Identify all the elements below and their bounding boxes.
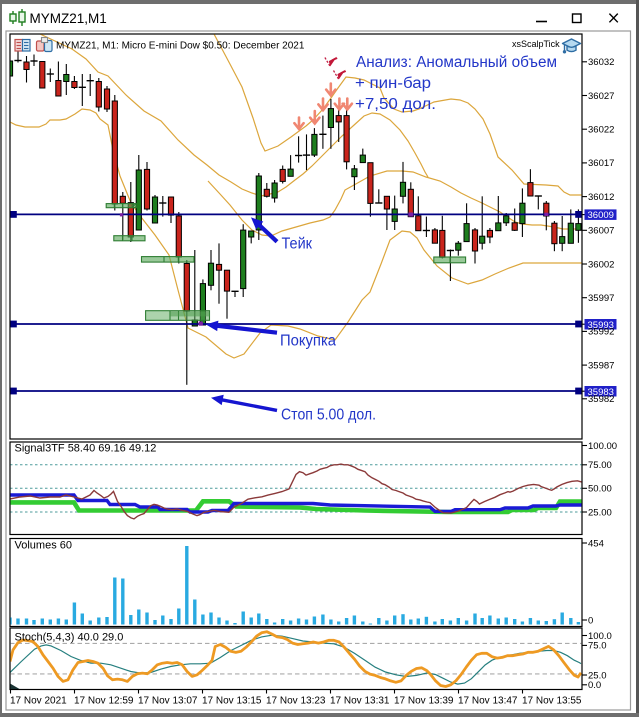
svg-text:36032: 36032 (588, 57, 614, 68)
svg-text:75.0: 75.0 (588, 641, 607, 652)
svg-text:50.00: 50.00 (588, 484, 612, 495)
svg-text:17 Nov 13:07: 17 Nov 13:07 (138, 696, 198, 707)
svg-text:Анализ: Аномальный объем: Анализ: Аномальный объем (356, 54, 557, 71)
svg-text:454: 454 (588, 538, 604, 549)
svg-text:17 Nov 2021: 17 Nov 2021 (10, 696, 67, 707)
svg-text:75.00: 75.00 (588, 460, 612, 471)
svg-text:36012: 36012 (588, 192, 614, 203)
svg-text:17 Nov 13:39: 17 Nov 13:39 (394, 696, 454, 707)
svg-text:35987: 35987 (588, 360, 614, 371)
svg-text:0.0: 0.0 (588, 680, 601, 691)
svg-text:17 Nov 12:59: 17 Nov 12:59 (74, 696, 134, 707)
svg-text:Stoch(5,4,3) 40.0 29.0: Stoch(5,4,3) 40.0 29.0 (15, 632, 124, 644)
svg-text:100.0: 100.0 (588, 631, 612, 642)
svg-text:35982: 35982 (588, 394, 614, 405)
svg-text:xsScalpTick: xsScalpTick (512, 39, 560, 49)
svg-text:36007: 36007 (588, 226, 614, 237)
svg-text:35993: 35993 (588, 320, 614, 331)
svg-text:36017: 36017 (588, 158, 614, 169)
svg-text:17 Nov 13:23: 17 Nov 13:23 (266, 696, 326, 707)
svg-text:Тейк: Тейк (282, 236, 313, 253)
svg-text:35997: 35997 (588, 293, 614, 304)
svg-text:MYMZ21, M1: Micro E-mini Dow: MYMZ21, M1: Micro E-mini Dow $0.50: Dece… (56, 41, 305, 52)
svg-text:+7,50 дол.: +7,50 дол. (355, 96, 436, 113)
svg-text:36009: 36009 (588, 210, 614, 221)
svg-text:Покупка: Покупка (280, 333, 336, 350)
svg-text:17 Nov 13:31: 17 Nov 13:31 (330, 696, 390, 707)
svg-text:17 Nov 13:55: 17 Nov 13:55 (522, 696, 582, 707)
svg-text:Volumes 60: Volumes 60 (15, 540, 72, 552)
svg-text:25.00: 25.00 (588, 507, 612, 518)
svg-text:Signal3TF 58.40 69.16 49.12: Signal3TF 58.40 69.16 49.12 (15, 442, 157, 454)
svg-text:25.0: 25.0 (588, 670, 607, 681)
svg-text:17 Nov 13:47: 17 Nov 13:47 (458, 696, 518, 707)
svg-text:36027: 36027 (588, 91, 614, 102)
svg-text:Стоп 5.00 дол.: Стоп 5.00 дол. (281, 407, 376, 424)
svg-text:35983: 35983 (588, 387, 614, 398)
svg-text:0: 0 (588, 615, 593, 626)
svg-text:35992: 35992 (588, 327, 614, 338)
svg-text:+ пин-бар: + пин-бар (355, 75, 431, 92)
svg-text:MYMZ21,M1: MYMZ21,M1 (30, 11, 107, 26)
svg-text:36002: 36002 (588, 259, 614, 270)
svg-text:100.00: 100.00 (588, 441, 617, 452)
svg-text:36022: 36022 (588, 125, 614, 136)
svg-text:17 Nov 13:15: 17 Nov 13:15 (202, 696, 262, 707)
